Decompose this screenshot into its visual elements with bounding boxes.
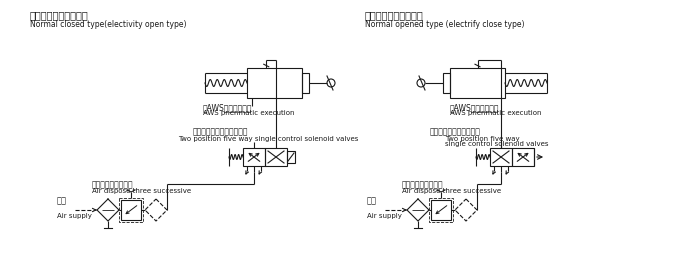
Text: 常闭式（通电开启型）: 常闭式（通电开启型） <box>30 10 89 20</box>
Text: Normal closed type(electivity open type): Normal closed type(electivity open type) <box>30 20 186 29</box>
Bar <box>302 73 309 93</box>
Text: Two position five way: Two position five way <box>445 136 519 142</box>
Bar <box>247 68 302 98</box>
Text: （AWS气动执行器）: （AWS气动执行器） <box>450 103 500 112</box>
Text: Air dispose three successive: Air dispose three successive <box>402 188 501 194</box>
Bar <box>512 148 534 166</box>
Text: （AWS气动执行器）: （AWS气动执行器） <box>203 103 253 112</box>
Text: AWS pnenmatic execution: AWS pnenmatic execution <box>203 110 295 116</box>
Bar <box>443 73 450 93</box>
Bar <box>431 200 451 220</box>
Text: 气源: 气源 <box>57 196 67 205</box>
Text: （二位五通单控电磁阀）: （二位五通单控电磁阀） <box>430 127 481 136</box>
Text: Air dispose three successive: Air dispose three successive <box>92 188 191 194</box>
Bar <box>450 68 505 98</box>
Bar <box>119 198 143 222</box>
Bar <box>265 148 287 166</box>
Bar <box>121 200 141 220</box>
Text: 常开式（通电切断型）: 常开式（通电切断型） <box>365 10 423 20</box>
Text: 气源: 气源 <box>367 196 377 205</box>
Text: Normal opened type (electrify close type): Normal opened type (electrify close type… <box>365 20 524 29</box>
Text: Two position five way single control solenoid valves: Two position five way single control sol… <box>178 136 358 142</box>
Text: Air supply: Air supply <box>367 213 402 219</box>
Bar <box>490 148 512 166</box>
Text: （二位五通单电控电磁阀）: （二位五通单电控电磁阀） <box>193 127 248 136</box>
Text: single control solenoid valves: single control solenoid valves <box>445 141 549 147</box>
Text: Air supply: Air supply <box>57 213 92 219</box>
Text: （气源处理三联件）: （气源处理三联件） <box>92 180 134 189</box>
Text: AWS pnenmatic execution: AWS pnenmatic execution <box>450 110 542 116</box>
Text: （气源处理三联件）: （气源处理三联件） <box>402 180 444 189</box>
Bar <box>287 151 295 163</box>
Bar <box>429 198 453 222</box>
Bar <box>243 148 265 166</box>
